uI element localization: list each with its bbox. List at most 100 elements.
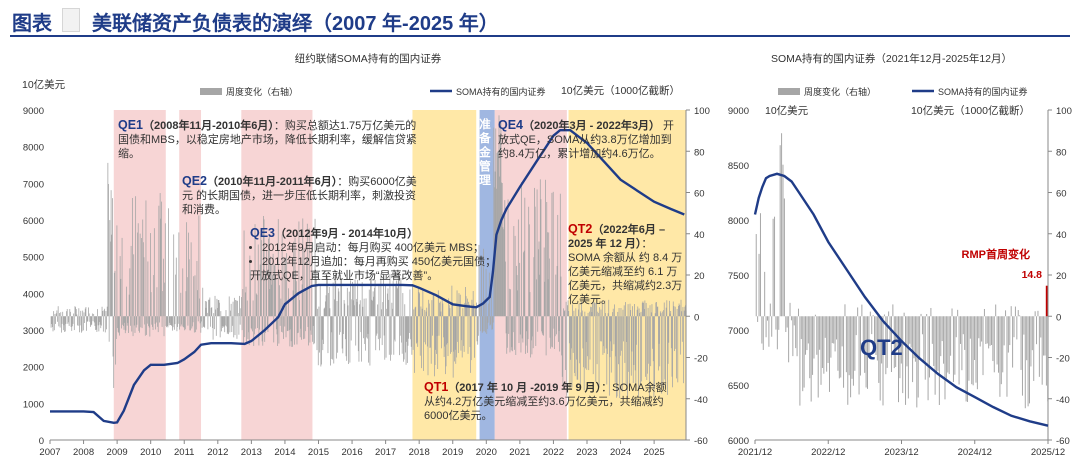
weekly-change-bar <box>964 316 966 350</box>
weekly-change-bar <box>337 288 339 317</box>
weekly-change-bar <box>368 289 370 317</box>
weekly-change-bar <box>430 316 432 364</box>
weekly-change-bar <box>674 306 676 317</box>
weekly-change-bar <box>567 300 569 317</box>
qt2-dates: （2022年6月 – 2025 年 12 月） <box>568 224 666 250</box>
weekly-change-bar <box>157 316 159 333</box>
weekly-change-bar <box>508 316 510 334</box>
weekly-change-bar <box>550 316 552 349</box>
weekly-change-bar <box>809 316 811 379</box>
weekly-change-bar <box>681 311 683 317</box>
weekly-change-bar <box>593 302 595 317</box>
weekly-change-bar <box>116 225 118 317</box>
weekly-change-bar <box>172 316 174 328</box>
weekly-change-bar <box>814 314 816 317</box>
weekly-change-bar <box>165 316 167 326</box>
weekly-change-bar <box>371 299 373 317</box>
weekly-change-bar <box>93 316 95 323</box>
weekly-change-bar <box>652 316 654 362</box>
weekly-change-bar <box>310 316 312 335</box>
weekly-change-bar <box>633 316 635 365</box>
weekly-change-bar <box>627 316 628 399</box>
weekly-change-bar <box>133 254 135 317</box>
weekly-change-bar <box>575 308 577 317</box>
weekly-change-bar <box>457 316 459 342</box>
weekly-change-bar <box>348 291 350 317</box>
weekly-change-bar <box>436 316 438 337</box>
weekly-change-bar <box>452 316 454 378</box>
weekly-change-bar <box>344 316 346 340</box>
weekly-change-bar <box>335 272 337 317</box>
weekly-change-bar <box>1019 315 1021 317</box>
weekly-change-bar <box>124 316 126 323</box>
weekly-change-bar <box>232 301 234 317</box>
left-x-tick-label: 2015 <box>308 447 329 458</box>
weekly-change-bar <box>152 316 153 327</box>
weekly-change-bar <box>153 228 155 317</box>
weekly-change-bar <box>624 316 626 363</box>
weekly-change-bar <box>254 224 256 317</box>
weekly-change-bar <box>135 196 137 317</box>
weekly-change-bar <box>81 316 82 333</box>
weekly-change-bar <box>565 301 567 317</box>
weekly-change-bar <box>474 316 475 358</box>
weekly-change-bar <box>394 316 395 340</box>
weekly-change-bar <box>326 276 328 317</box>
weekly-change-bar <box>346 287 348 317</box>
weekly-change-bar <box>874 316 876 352</box>
weekly-change-bar <box>288 316 290 331</box>
weekly-change-bar <box>53 311 55 317</box>
weekly-change-bar <box>73 316 75 331</box>
weekly-change-bar <box>596 316 598 365</box>
weekly-change-bar <box>903 312 905 317</box>
weekly-change-bar <box>320 316 322 367</box>
weekly-change-bar <box>883 314 885 317</box>
weekly-change-bar <box>135 316 137 328</box>
weekly-change-bar <box>102 311 104 317</box>
weekly-change-bar <box>84 308 86 317</box>
weekly-change-bar <box>978 316 980 339</box>
weekly-change-bar <box>796 316 798 357</box>
weekly-change-bar <box>451 285 453 317</box>
weekly-change-bar <box>117 316 119 332</box>
weekly-change-bar <box>431 300 433 317</box>
weekly-change-bar <box>583 316 584 368</box>
weekly-change-bar <box>201 316 202 322</box>
weekly-change-bar <box>67 316 69 324</box>
weekly-change-bar <box>765 316 767 338</box>
weekly-change-bar <box>162 258 164 317</box>
weekly-change-bar <box>547 279 549 317</box>
weekly-change-bar <box>283 316 284 339</box>
weekly-change-bar <box>566 316 568 396</box>
left-x-tick-label: 2025 <box>644 447 665 458</box>
weekly-change-bar <box>838 316 840 379</box>
weekly-change-bar <box>636 309 638 317</box>
weekly-change-bar <box>226 316 228 334</box>
weekly-change-bar <box>473 304 475 317</box>
weekly-change-bar <box>310 316 311 331</box>
weekly-change-bar <box>503 229 504 317</box>
weekly-change-bar <box>426 316 428 347</box>
weekly-change-bar <box>465 287 466 317</box>
weekly-change-bar <box>861 304 863 317</box>
weekly-change-bar <box>595 316 597 382</box>
left-x-tick-label: 2019 <box>442 447 463 458</box>
weekly-change-bar <box>955 316 957 338</box>
weekly-change-bar <box>215 309 217 317</box>
weekly-change-bar <box>461 316 463 358</box>
weekly-change-bar <box>66 308 68 317</box>
weekly-change-bar <box>1040 316 1042 338</box>
weekly-change-bar <box>577 309 579 317</box>
weekly-change-bar <box>510 316 512 351</box>
weekly-change-bar <box>597 311 599 317</box>
weekly-change-bar <box>417 286 419 317</box>
weekly-change-bar <box>398 271 400 317</box>
weekly-change-bar <box>610 316 612 342</box>
weekly-change-bar <box>328 292 330 317</box>
weekly-change-bar <box>282 316 284 333</box>
weekly-change-bar <box>506 316 508 348</box>
weekly-change-bar <box>462 308 464 317</box>
weekly-change-bar <box>930 307 932 317</box>
weekly-change-bar <box>315 279 317 317</box>
